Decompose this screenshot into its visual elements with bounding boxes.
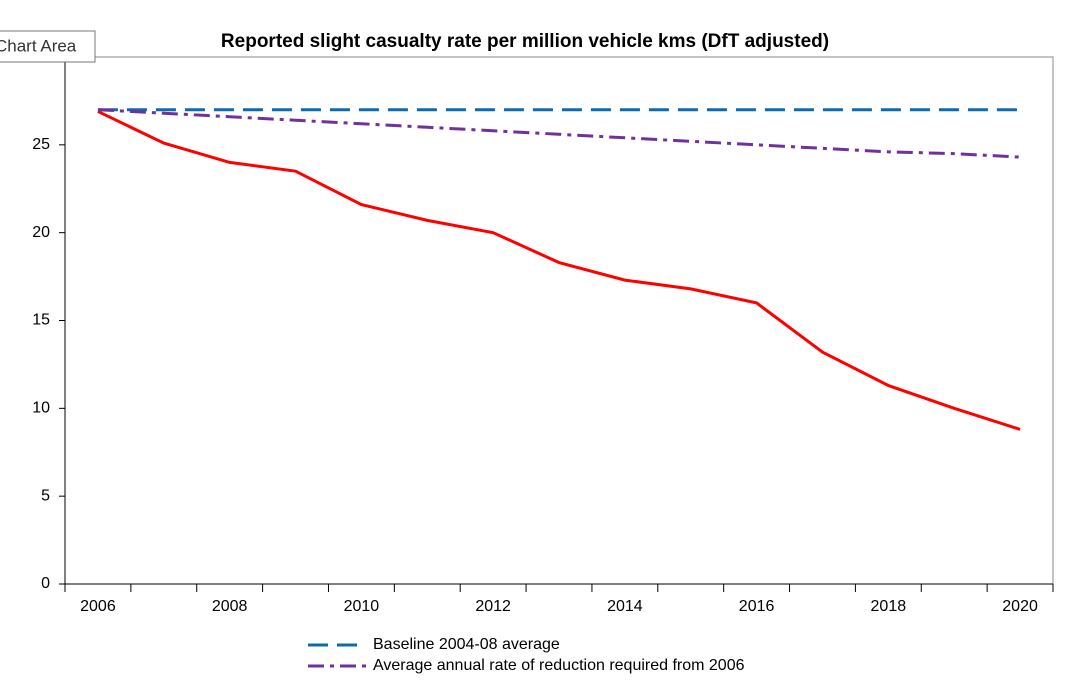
- x-tick-label: 2006: [80, 598, 116, 615]
- y-tick-label: 25: [32, 136, 50, 153]
- x-tick-label: 2014: [607, 598, 643, 615]
- y-tick-label: 20: [32, 224, 50, 241]
- chart-title: Reported slight casualty rate per millio…: [221, 31, 829, 52]
- x-tick-label: 2016: [739, 598, 775, 615]
- legend-label: Baseline 2004-08 average: [373, 636, 560, 653]
- series-line: [97, 108, 1021, 159]
- y-tick-label: 10: [32, 400, 50, 417]
- y-tick-label: 0: [41, 575, 50, 592]
- x-tick-label: 2012: [475, 598, 511, 615]
- x-tick-label: 2008: [212, 598, 248, 615]
- y-tick-label: 5: [41, 487, 50, 504]
- x-tick-label: 2018: [871, 598, 907, 615]
- series-line: [97, 110, 1021, 431]
- legend-label: Average annual rate of reduction require…: [373, 657, 745, 674]
- x-tick-label: 2010: [344, 598, 380, 615]
- tooltip-box: [0, 30, 96, 63]
- tooltip: Chart Area: [0, 36, 77, 55]
- y-tick-label: 15: [32, 312, 50, 329]
- plot-area: [64, 56, 1054, 585]
- x-tick-label: 2020: [1002, 598, 1038, 615]
